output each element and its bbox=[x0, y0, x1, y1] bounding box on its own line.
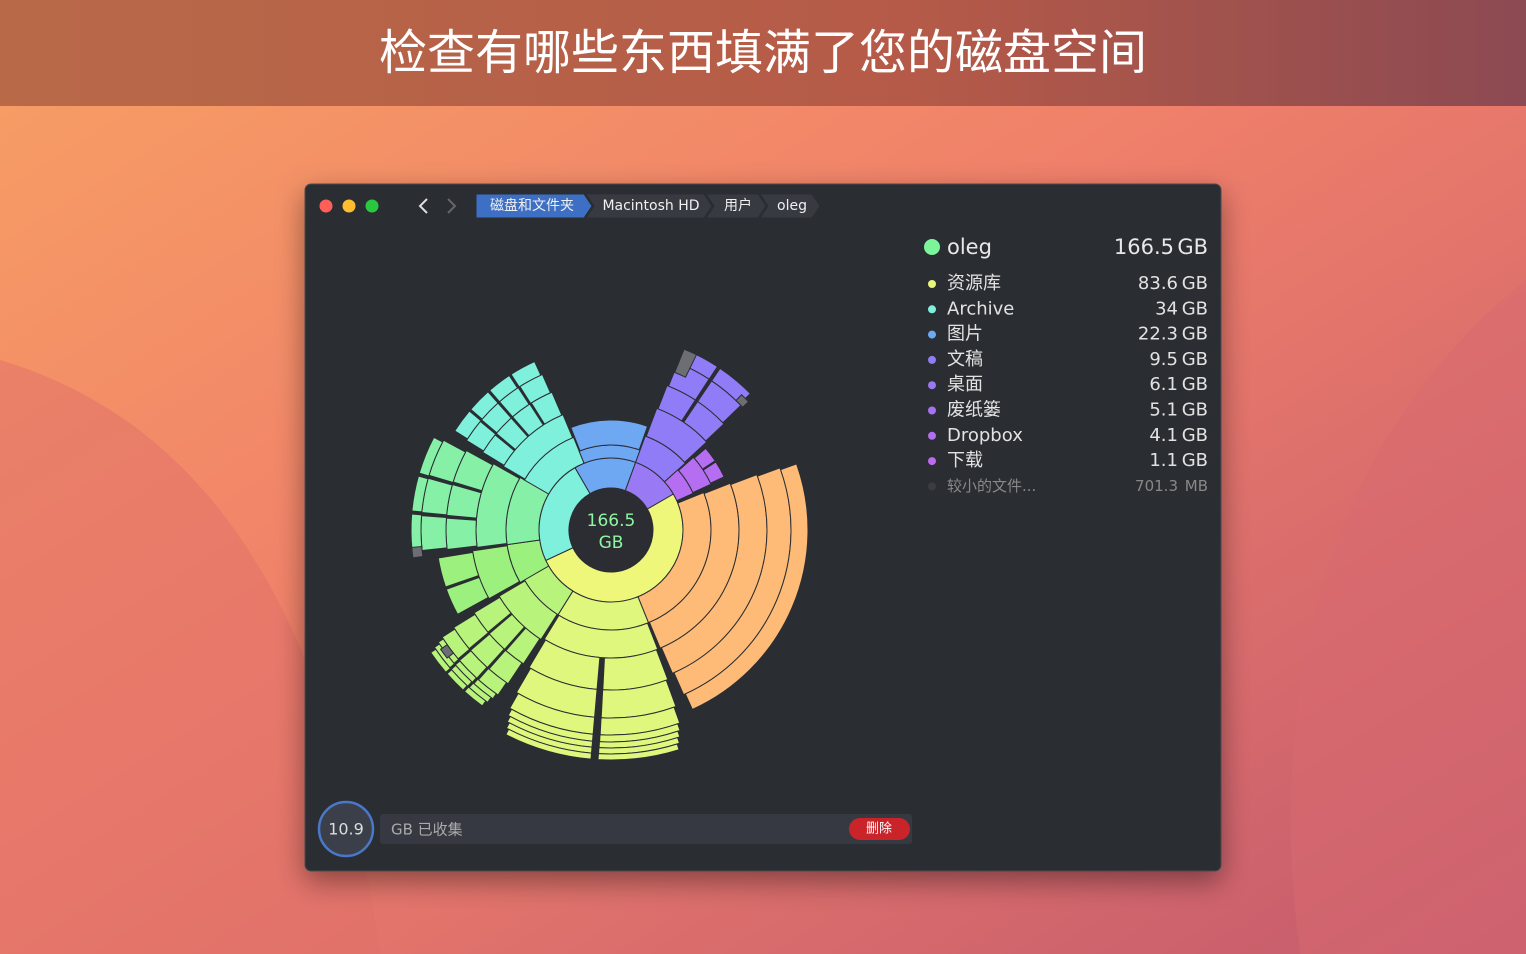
item-name[interactable]: 图片 bbox=[947, 324, 983, 345]
delete-button[interactable] bbox=[849, 818, 910, 840]
breadcrumb-bg[interactable] bbox=[585, 193, 713, 219]
breadcrumb-label: 磁盘和文件夹 bbox=[490, 197, 574, 214]
item-dot bbox=[928, 482, 936, 491]
close-button[interactable] bbox=[319, 199, 333, 213]
wallpaper-wave bbox=[0, 360, 380, 954]
item-name[interactable]: 桌面 bbox=[947, 374, 983, 395]
banner bbox=[0, 0, 1526, 106]
collected-size: 10.9 bbox=[328, 820, 364, 839]
folder-unit: GB bbox=[1177, 235, 1208, 259]
sunburst-segment[interactable] bbox=[693, 447, 716, 470]
item-size: 34 bbox=[1155, 298, 1178, 319]
sunburst-segment[interactable] bbox=[437, 551, 480, 588]
forward-button[interactable] bbox=[447, 198, 457, 214]
breadcrumbs: 磁盘和文件夹 Macintosh HD 用户 oleg bbox=[475, 193, 821, 219]
item-unit: MB bbox=[1185, 477, 1208, 495]
sunburst-segment[interactable] bbox=[445, 576, 489, 615]
center-unit: GB bbox=[599, 533, 624, 553]
item-unit: GB bbox=[1182, 400, 1208, 421]
sunburst-segment[interactable] bbox=[463, 686, 487, 707]
item-name[interactable]: 废纸篓 bbox=[947, 400, 1001, 421]
item-size: 1.1 bbox=[1149, 450, 1178, 471]
breadcrumb-bg[interactable] bbox=[759, 193, 821, 219]
item-name[interactable]: 较小的文件... bbox=[947, 477, 1036, 495]
zoom-button[interactable] bbox=[365, 199, 379, 213]
collector-circle[interactable] bbox=[317, 800, 375, 858]
item-name[interactable]: 资源库 bbox=[947, 273, 1001, 294]
item-size: 9.5 bbox=[1149, 349, 1178, 370]
sunburst-segment[interactable] bbox=[411, 475, 429, 513]
sunburst-segment[interactable] bbox=[684, 463, 809, 711]
item-size: 22.3 bbox=[1138, 324, 1178, 345]
item-dot bbox=[928, 280, 936, 288]
item-dot bbox=[928, 330, 936, 339]
breadcrumb-label: Macintosh HD bbox=[602, 198, 699, 214]
breadcrumb-bg[interactable] bbox=[705, 193, 767, 219]
folder-name: oleg bbox=[947, 235, 992, 259]
breadcrumb-label: oleg bbox=[777, 198, 807, 214]
item-size: 83.6 bbox=[1138, 273, 1178, 294]
item-unit: GB bbox=[1182, 273, 1208, 294]
delete-label: 删除 bbox=[866, 822, 892, 837]
item-dot bbox=[928, 305, 936, 314]
item-unit: GB bbox=[1182, 298, 1208, 319]
breadcrumb-bg[interactable] bbox=[475, 193, 593, 219]
item-unit: GB bbox=[1182, 374, 1208, 395]
item-dot bbox=[928, 431, 936, 440]
folder-dot bbox=[924, 239, 940, 255]
sunburst-segment[interactable] bbox=[430, 648, 452, 673]
sunburst bbox=[410, 348, 809, 761]
item-dot bbox=[928, 381, 936, 390]
folder-size: 166.5 bbox=[1114, 235, 1174, 259]
item-size: 701.3 bbox=[1135, 477, 1178, 495]
center-size: 166.5 bbox=[587, 511, 636, 531]
sunburst-segment[interactable] bbox=[470, 391, 499, 420]
sunburst-segment[interactable] bbox=[488, 374, 519, 403]
collected-label: GB 已收集 bbox=[391, 821, 463, 839]
sunburst-segment[interactable] bbox=[597, 743, 680, 761]
sunburst-segment[interactable] bbox=[439, 644, 455, 659]
item-dot bbox=[928, 457, 936, 466]
item-dot bbox=[928, 406, 936, 415]
breadcrumb-label: 用户 bbox=[724, 197, 752, 214]
item-unit: GB bbox=[1182, 450, 1208, 471]
minimize-button[interactable] bbox=[342, 199, 356, 213]
headline: 检查有哪些东西填满了您的磁盘空间 bbox=[379, 25, 1147, 81]
back-button[interactable] bbox=[418, 198, 428, 214]
item-unit: GB bbox=[1182, 425, 1208, 446]
sunburst-segment[interactable] bbox=[570, 419, 649, 452]
item-name[interactable]: 文稿 bbox=[947, 349, 983, 370]
sunburst-segment[interactable] bbox=[411, 546, 424, 559]
sunburst-segment[interactable] bbox=[420, 515, 448, 552]
item-size: 4.1 bbox=[1149, 425, 1178, 446]
wallpaper-wave bbox=[1290, 280, 1526, 954]
item-name[interactable]: Archive bbox=[947, 298, 1014, 319]
sunburst-segment[interactable] bbox=[674, 348, 698, 378]
sunburst-segment[interactable] bbox=[445, 517, 478, 551]
sunburst-segment[interactable] bbox=[446, 669, 468, 691]
item-dot bbox=[928, 355, 936, 364]
item-name[interactable]: 下载 bbox=[947, 450, 983, 471]
item-size: 6.1 bbox=[1149, 374, 1178, 395]
sunburst-center[interactable] bbox=[570, 489, 652, 571]
sunburst-segment[interactable] bbox=[735, 394, 750, 408]
collector-bar[interactable] bbox=[380, 814, 912, 844]
item-name[interactable]: Dropbox bbox=[947, 425, 1023, 446]
sunburst-segment[interactable] bbox=[418, 436, 444, 477]
sunburst-segment[interactable] bbox=[454, 410, 482, 440]
sunburst-segment[interactable] bbox=[510, 360, 542, 388]
item-size: 5.1 bbox=[1149, 400, 1178, 421]
sunburst-segment[interactable] bbox=[702, 461, 725, 484]
item-unit: GB bbox=[1182, 349, 1208, 370]
sunburst-segment[interactable] bbox=[410, 513, 423, 551]
item-unit: GB bbox=[1182, 324, 1208, 345]
sunburst-segment[interactable] bbox=[505, 728, 593, 760]
